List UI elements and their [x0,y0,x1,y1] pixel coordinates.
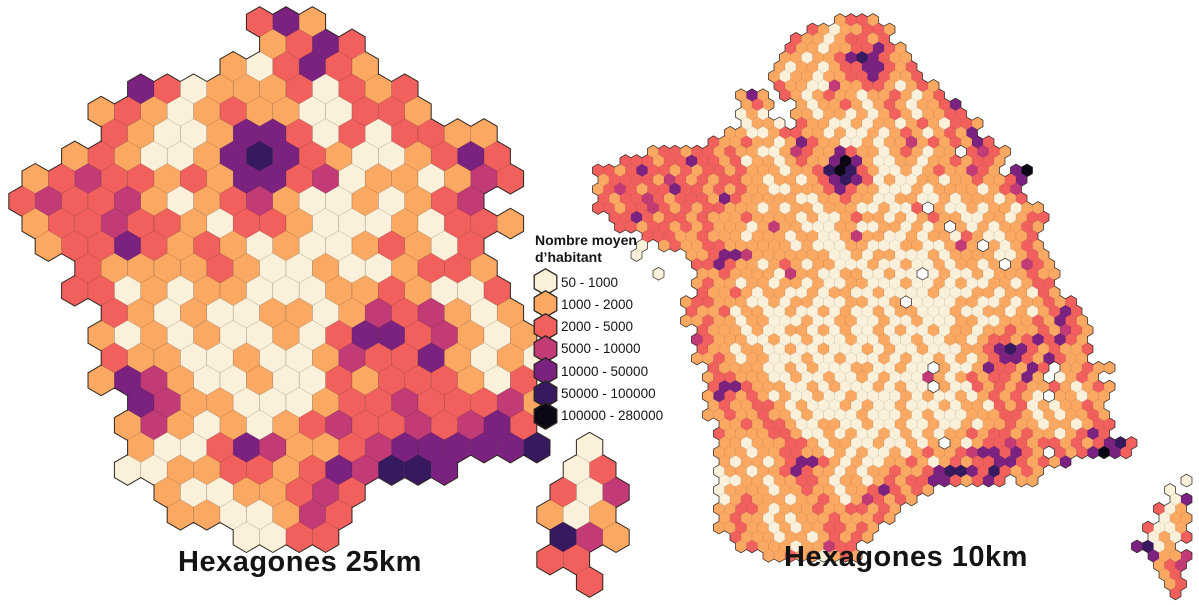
hexmap-25km [8,6,630,598]
legend-label: 50000 - 100000 [561,386,656,402]
legend-item: 50000 - 100000 [533,379,713,408]
legend-swatch-hexagon-icon [533,401,558,430]
legend-label: 100000 - 280000 [561,408,664,424]
legend: Nombre moyen d’habitant 50 - 1000 1000 - … [533,232,713,430]
legend-item: 100000 - 280000 [533,401,713,430]
legend-label: 5000 - 10000 [561,341,641,357]
map-title-10km: Hexagones 10km [784,541,1028,573]
legend-item: 10000 - 50000 [533,357,713,386]
legend-title: Nombre moyen d’habitant [535,232,713,266]
legend-label: 10000 - 50000 [561,363,649,379]
legend-title-line2: d’habitant [535,249,602,265]
legend-item: 1000 - 2000 [533,290,713,319]
hexmap-25km-outline [8,6,630,598]
legend-item: 2000 - 5000 [533,312,713,341]
legend-label: 50 - 1000 [561,274,619,290]
legend-title-line1: Nombre moyen [535,232,637,248]
legend-label: 2000 - 5000 [561,319,634,335]
hexmap-10km-outline [592,13,1193,601]
hexmap-10km [592,13,1193,601]
legend-item: 5000 - 10000 [533,334,713,363]
legend-items: 50 - 1000 1000 - 2000 2000 - 5000 5000 - 10… [533,268,713,430]
legend-label: 1000 - 2000 [561,296,634,312]
map-title-25km: Hexagones 25km [178,546,422,578]
hex-cell [496,208,524,240]
